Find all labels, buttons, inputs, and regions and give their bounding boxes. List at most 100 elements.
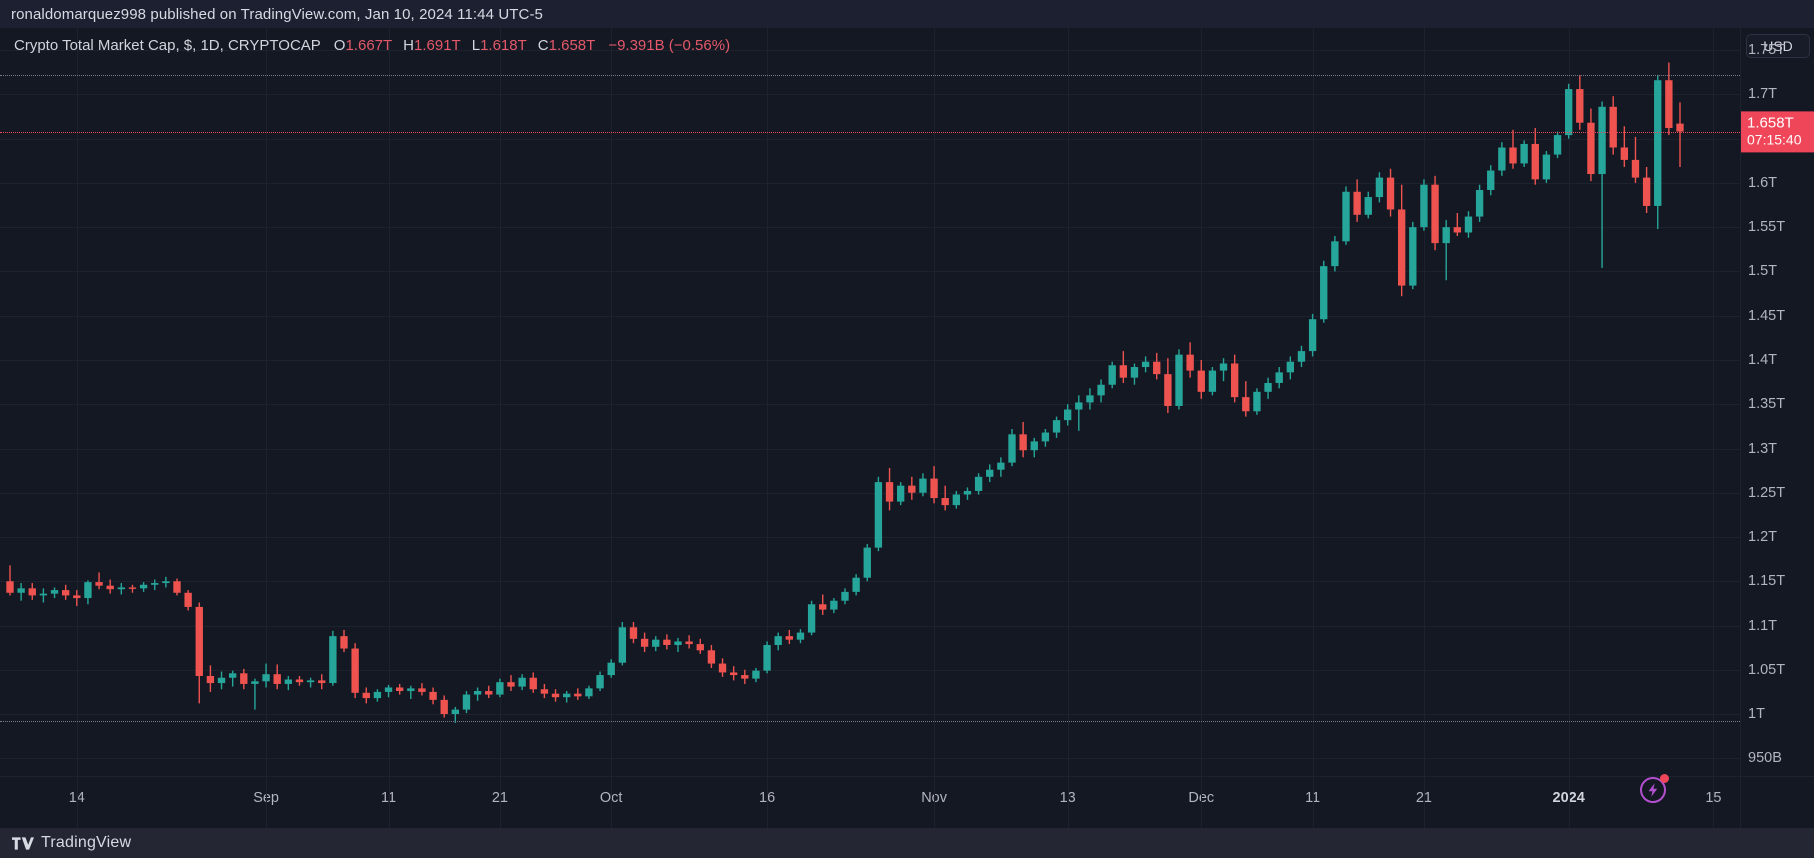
candlestick-bar [151, 579, 159, 591]
gridline-vertical [1067, 28, 1069, 776]
price-axis-tick: 1.15T [1748, 573, 1786, 590]
candlestick-bar [629, 621, 638, 644]
candlestick-bar [1609, 96, 1617, 155]
candlestick-bar [841, 588, 849, 605]
candlestick-bar [1119, 351, 1128, 383]
candlestick-bar [1320, 260, 1328, 323]
gridline-horizontal [0, 360, 1740, 361]
candlestick-bar [1242, 381, 1250, 417]
candlestick-bar [1019, 421, 1027, 458]
candlestick-bar [1130, 363, 1139, 385]
candlestick-bar [106, 579, 114, 594]
currency-unit-label: USD [1763, 38, 1793, 54]
candlestick-series [6, 62, 1684, 723]
candlestick-bar [574, 688, 582, 700]
price-axis-tick: 1.55T [1748, 219, 1786, 236]
time-axis-tick-divider [499, 777, 501, 829]
price-axis-tick: 1.4T [1748, 352, 1778, 368]
candlestick-bar [1442, 220, 1450, 281]
candlestick-bar [562, 691, 571, 703]
time-axis-tick-divider [1568, 777, 1570, 829]
legend-open-label: O [333, 37, 346, 54]
candlestick-bar [1520, 140, 1528, 167]
candlestick-bar [585, 685, 593, 699]
time-axis-tick-divider [1067, 777, 1069, 829]
candlestick-bar [652, 636, 660, 652]
gridline-vertical [499, 28, 501, 776]
time-axis[interactable]: 14Sep1121Oct16Nov13Dec1121202415 [0, 776, 1814, 829]
candlestick-bar [6, 565, 14, 596]
gridline-vertical [1713, 28, 1715, 776]
gridline-vertical [1201, 28, 1203, 776]
lightning-bolt-icon[interactable] [1638, 774, 1669, 805]
candlestick-bar [240, 668, 248, 690]
gridline-horizontal [0, 271, 1740, 273]
candlestick-bar [1509, 129, 1517, 169]
time-axis-tick-divider [1312, 777, 1314, 829]
candlestick-bar [1475, 184, 1484, 222]
candlestick-bar [84, 580, 92, 605]
attribution-text: ronaldomarquez998 published on TradingVi… [11, 5, 543, 23]
current-price-badge[interactable]: 1.658T 07:15:40 [1741, 110, 1814, 153]
candlestick-bar [674, 637, 682, 653]
chart-legend: Crypto Total Market Cap, $, 1D, CRYPTOCA… [14, 37, 730, 54]
bar-countdown-timer: 07:15:40 [1747, 131, 1802, 148]
legend-change-value: −9.391B (−0.56%) [608, 37, 731, 54]
candlestick-bar [707, 644, 716, 669]
candlestick-bar [1620, 126, 1629, 167]
candlestick-bar [217, 671, 226, 690]
candlestick-bar [885, 467, 894, 511]
gridline-vertical [76, 28, 78, 776]
chart-frame: Crypto Total Market Cap, $, 1D, CRYPTOCA… [0, 28, 1814, 829]
candlestick-bar [1386, 168, 1395, 217]
candlestick-bar [807, 600, 816, 636]
chart-plot-area[interactable] [0, 28, 1740, 776]
gridline-vertical [388, 28, 390, 776]
candlestick-bar [418, 683, 426, 696]
candlestick-bar [262, 663, 270, 688]
current-price-value: 1.658T [1747, 113, 1794, 131]
candlestick-bar [1453, 213, 1462, 237]
time-axis-divider [1740, 777, 1741, 829]
candlestick-bar [1331, 236, 1339, 272]
candlestick-bar [1175, 349, 1183, 410]
candlestick-bar [1353, 179, 1361, 222]
candlestick-bar [39, 588, 48, 603]
candlestick-bar [496, 678, 504, 698]
candlestick-bar [919, 473, 927, 497]
candlestick-bar [852, 574, 860, 596]
gridline-horizontal [0, 94, 1740, 96]
legend-high-label: H [403, 37, 415, 54]
currency-unit-button[interactable]: USD [1746, 34, 1810, 58]
candlestick-bar [540, 683, 549, 699]
candlestick-bar [963, 487, 972, 500]
candlestick-bar [1654, 74, 1662, 229]
price-axis-tick: 1.2T [1748, 529, 1778, 545]
candlestick-bar [1564, 83, 1573, 139]
candlestick-bar [195, 602, 203, 704]
gridline-horizontal [0, 625, 1740, 627]
candlestick-bar [1665, 62, 1673, 136]
gridline-horizontal [0, 138, 1740, 140]
candlestick-bar [952, 490, 961, 509]
legend-symbol-title[interactable]: Crypto Total Market Cap, $, 1D, CRYPTOCA… [14, 37, 321, 54]
legend-ohlc: O1.667T H1.691T L1.618T C1.658T [334, 37, 596, 54]
candlestick-bar [1141, 356, 1150, 373]
price-axis[interactable]: USD 1.75T 1.7T 1.6T 1.55T 1.5T 1.45T 1.4T 1.35T… [1740, 28, 1814, 776]
reference-dotted-line [0, 721, 1740, 723]
candlestick-bar [1041, 428, 1050, 447]
candlestick-bar [696, 638, 704, 654]
time-axis-tick-divider [934, 777, 936, 829]
gridline-vertical [1568, 28, 1570, 776]
price-axis-tick: 1.1T [1748, 617, 1778, 634]
candlestick-bar [473, 687, 482, 701]
gridline-vertical [934, 28, 936, 776]
candlestick-bar [1487, 165, 1495, 196]
candlestick-bar [318, 674, 326, 690]
candlestick-bar [173, 578, 181, 596]
gridline-horizontal [0, 404, 1740, 406]
gridline-vertical [266, 28, 268, 776]
candlestick-bar [830, 598, 838, 614]
candlestick-bar [1397, 184, 1406, 297]
footer-branding: TradingView [0, 828, 1814, 858]
